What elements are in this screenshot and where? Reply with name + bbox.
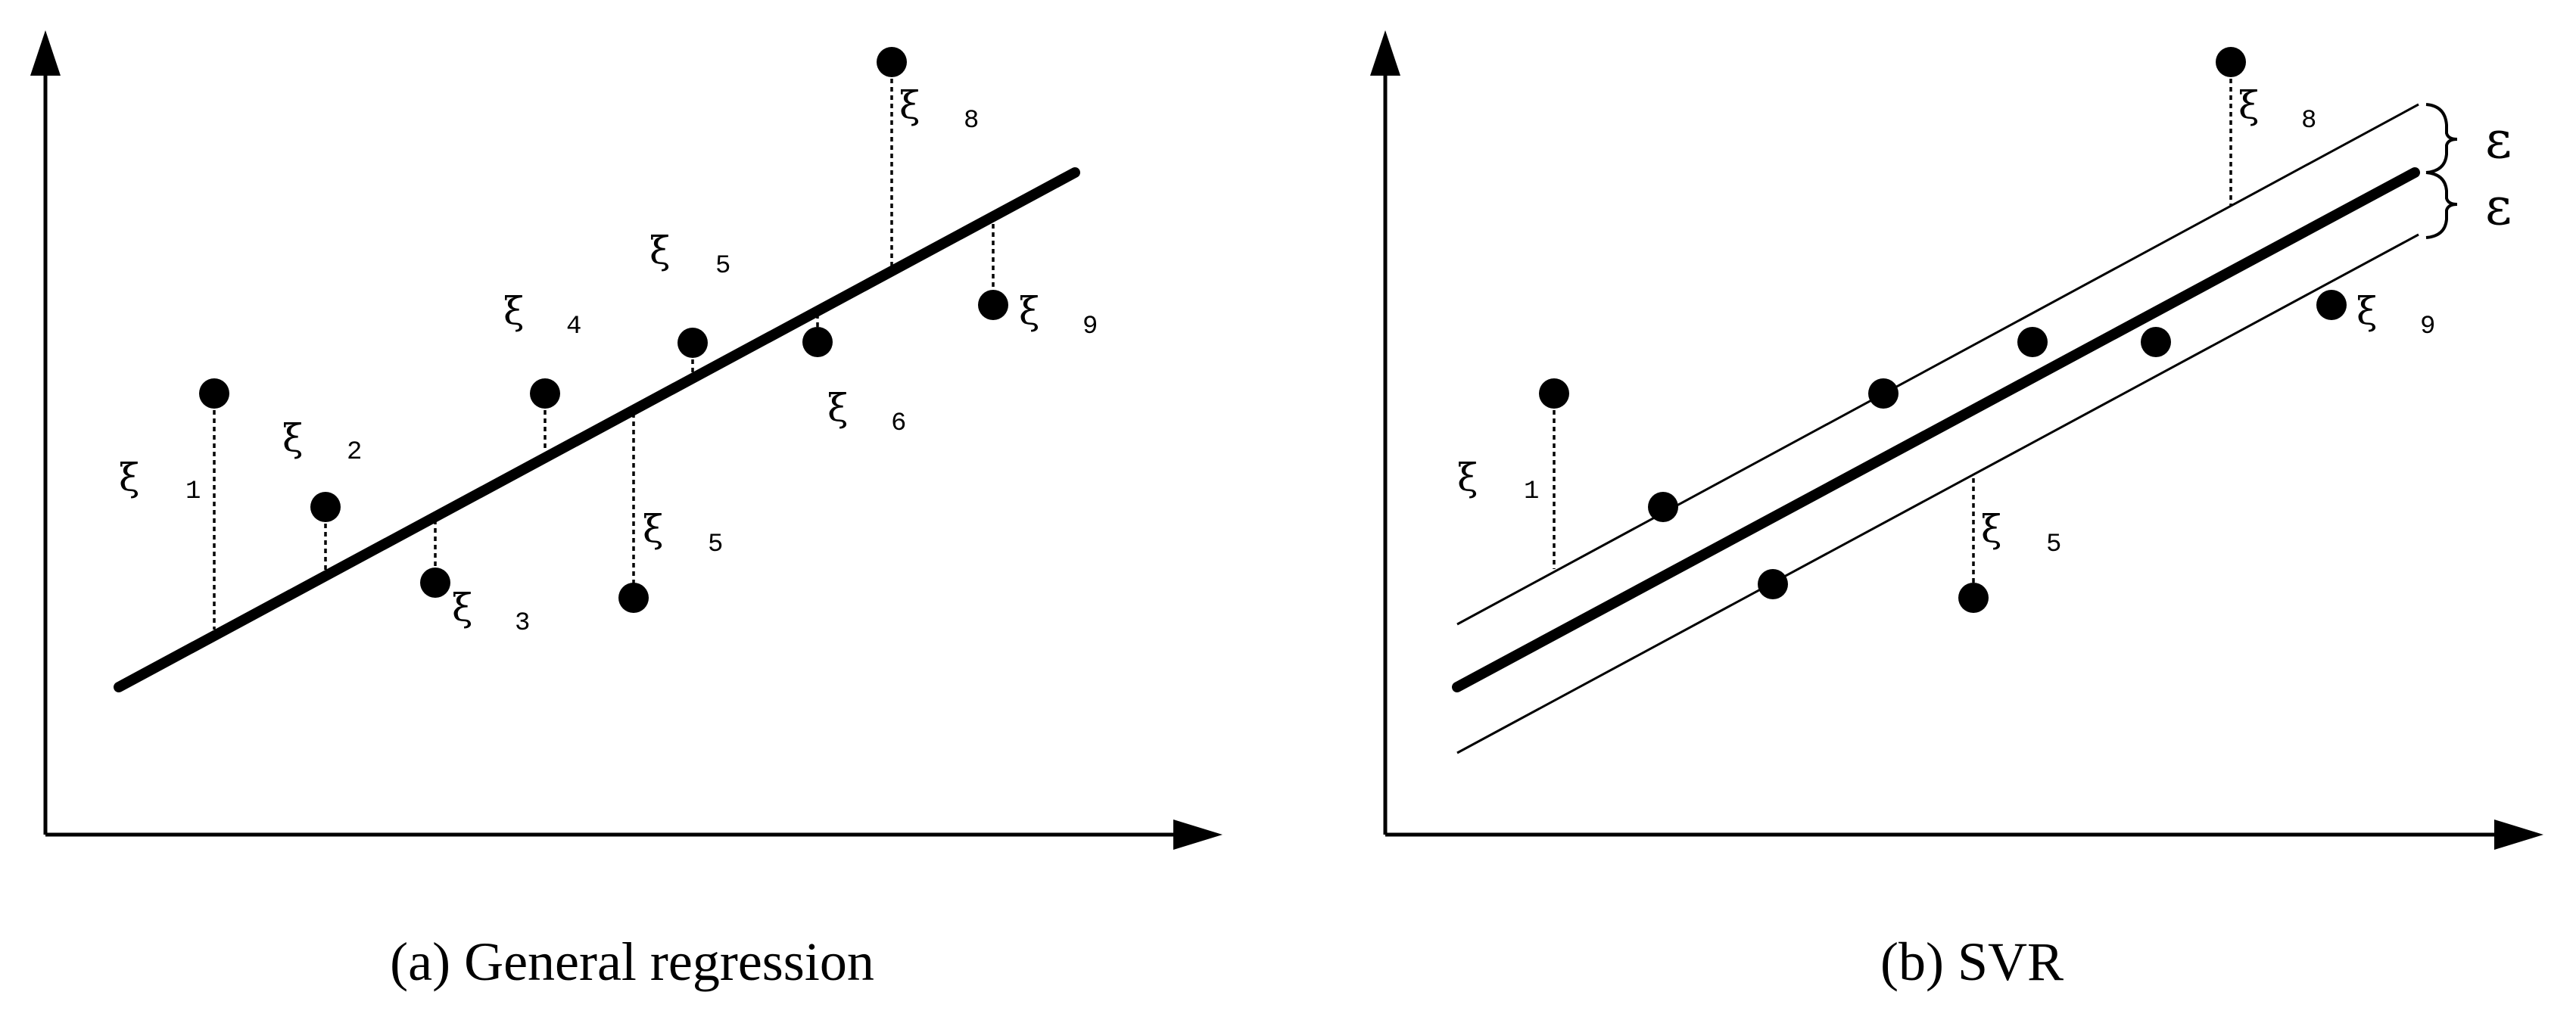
data-point xyxy=(1539,378,1569,409)
caption-general-regression: (a) General regression xyxy=(390,931,874,992)
xi-symbol: ξ xyxy=(1457,456,1478,499)
data-point xyxy=(1868,378,1899,409)
xi-symbol: ξ xyxy=(503,289,525,333)
xi-subscript: 9 xyxy=(2420,313,2435,341)
xi-subscript: 9 xyxy=(1082,313,1098,341)
xi-subscript: 1 xyxy=(185,477,201,506)
data-point xyxy=(199,378,229,409)
xi-symbol: ξ xyxy=(649,229,671,272)
xi-subscript: 6 xyxy=(891,409,906,438)
xi-subscript: 5 xyxy=(715,252,730,281)
data-point xyxy=(618,583,649,613)
data-point xyxy=(2216,47,2246,77)
data-point xyxy=(2017,327,2048,357)
data-point xyxy=(877,47,907,77)
data-point xyxy=(310,492,341,522)
xi-symbol: ξ xyxy=(1019,289,1040,333)
data-point xyxy=(1958,583,1989,613)
data-point xyxy=(2316,290,2347,320)
xi-symbol: ξ xyxy=(2238,83,2260,127)
regression-line xyxy=(114,167,1080,692)
xi-symbol: ξ xyxy=(643,507,664,551)
epsilon-brace-lower xyxy=(2425,171,2458,239)
xi-subscript: 4 xyxy=(566,313,581,341)
xi-subscript: 1 xyxy=(1524,477,1539,506)
epsilon-label: ε xyxy=(2485,110,2512,170)
x-axis-arrowhead xyxy=(1173,820,1223,850)
data-point xyxy=(802,327,833,357)
data-point xyxy=(530,378,560,409)
epsilon-upper-boundary xyxy=(1456,103,2419,626)
data-point xyxy=(2141,327,2171,357)
svr-regression-line xyxy=(1452,167,2420,692)
y-axis-arrowhead xyxy=(30,30,61,76)
y-axis-arrowhead xyxy=(1370,30,1400,76)
epsilon-brace-upper xyxy=(2425,103,2458,174)
xi-subscript: 8 xyxy=(2301,107,2316,135)
xi-symbol: ξ xyxy=(1981,507,2002,551)
epsilon-lower-boundary xyxy=(1456,233,2419,754)
xi-symbol: ξ xyxy=(119,456,140,499)
xi-symbol: ξ xyxy=(452,586,473,630)
data-point xyxy=(978,290,1008,320)
panel-svr: ξ 1 ξ 5 ξ 8 ξ 9 ε ε (b) SVR xyxy=(1370,30,2543,992)
data-point xyxy=(1648,492,1678,522)
xi-symbol: ξ xyxy=(827,386,849,430)
x-axis-arrowhead xyxy=(2494,820,2543,850)
xi-symbol: ξ xyxy=(899,83,920,127)
data-point xyxy=(420,568,450,598)
xi-subscript: 5 xyxy=(2046,530,2061,559)
epsilon-label: ε xyxy=(2485,177,2512,237)
xi-symbol: ξ xyxy=(282,416,304,460)
data-point xyxy=(677,328,708,358)
xi-subscript: 5 xyxy=(708,530,723,559)
xi-subscript: 3 xyxy=(515,609,530,638)
data-point xyxy=(1758,569,1788,599)
panel-general-regression: ξ 1 ξ 2 ξ 3 ξ 4 ξ 5 ξ 5 ξ 6 ξ 8 ξ 9 (a) … xyxy=(30,30,1223,992)
xi-symbol: ξ xyxy=(2356,289,2378,333)
caption-svr: (b) SVR xyxy=(1880,931,2064,992)
xi-subscript: 8 xyxy=(964,107,979,135)
xi-subscript: 2 xyxy=(347,438,362,467)
